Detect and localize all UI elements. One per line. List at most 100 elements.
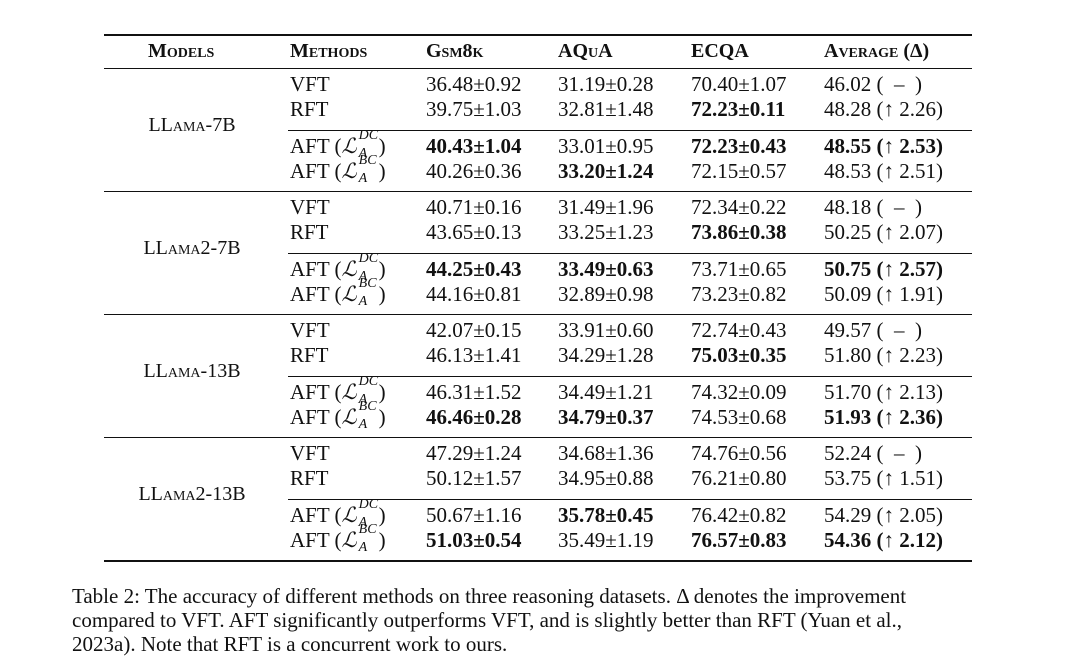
group-midrule	[288, 376, 972, 377]
loss-symbol: ℒ	[341, 257, 357, 281]
loss-scripts: DC A	[357, 375, 379, 407]
loss-superscript: DC	[358, 374, 379, 389]
ecqa-value: 75.03±0.35	[691, 343, 787, 367]
aqua-value: 33.49±0.63	[558, 257, 654, 281]
method-text: RFT	[290, 97, 329, 121]
average-value: 51.70 (↑ 2.13)	[824, 380, 943, 404]
average-value: 51.80 (↑ 2.23)	[824, 343, 943, 367]
ecqa-value: 72.23±0.11	[691, 97, 786, 121]
ecqa-value: 76.57±0.83	[691, 528, 787, 552]
average-value: 54.29 (↑ 2.05)	[824, 503, 943, 527]
method-label: AFT (ℒ DC A)	[290, 129, 386, 161]
top-rule	[104, 34, 972, 36]
loss-scripts: BC A	[357, 400, 379, 432]
gsm8k-value: 36.48±0.92	[426, 72, 522, 96]
method-text: AFT (	[290, 257, 342, 281]
gsm8k-value: 44.25±0.43	[426, 257, 522, 281]
aqua-value: 34.49±1.21	[558, 380, 654, 404]
ecqa-value: 74.32±0.09	[691, 380, 787, 404]
loss-scripts: DC A	[357, 252, 379, 284]
method-text: AFT (	[290, 380, 342, 404]
method-text: AFT (	[290, 405, 342, 429]
header-gsm8k: Gsm8k	[426, 40, 484, 62]
average-value: 48.53 (↑ 2.51)	[824, 159, 943, 183]
loss-symbol: ℒ	[341, 159, 357, 183]
closing-paren: )	[378, 257, 386, 281]
method-label: AFT (ℒ DC A)	[290, 498, 386, 530]
gsm8k-value: 43.65±0.13	[426, 220, 522, 244]
gsm8k-value: 42.07±0.15	[426, 318, 522, 342]
model-name: LLama-7B	[148, 114, 236, 136]
method-text: AFT (	[290, 134, 342, 158]
method-label: VFT	[290, 441, 330, 465]
loss-scripts: BC A	[357, 277, 379, 309]
ecqa-value: 73.71±0.65	[691, 257, 787, 281]
loss-scripts: BC A	[357, 523, 379, 555]
closing-paren: )	[378, 528, 386, 552]
aqua-value: 33.25±1.23	[558, 220, 654, 244]
average-value: 50.75 (↑ 2.57)	[824, 257, 943, 281]
header-aqua: AQuA	[558, 40, 613, 62]
bottom-rule	[104, 560, 972, 562]
method-text: AFT (	[290, 503, 342, 527]
average-value: 54.36 (↑ 2.12)	[824, 528, 943, 552]
ecqa-value: 76.42±0.82	[691, 503, 787, 527]
method-text: RFT	[290, 466, 329, 490]
loss-superscript: BC	[358, 399, 377, 414]
loss-symbol: ℒ	[341, 528, 357, 552]
aqua-value: 33.01±0.95	[558, 134, 654, 158]
group-rule	[104, 191, 972, 192]
header-average: Average (Δ)	[824, 40, 930, 62]
gsm8k-value: 40.71±0.16	[426, 195, 522, 219]
method-label: RFT	[290, 343, 329, 367]
caption-line: 2023a). Note that RFT is a concurrent wo…	[72, 632, 508, 656]
gsm8k-value: 39.75±1.03	[426, 97, 522, 121]
model-name: LLama2-7B	[143, 237, 241, 259]
gsm8k-value: 46.31±1.52	[426, 380, 522, 404]
closing-paren: )	[378, 134, 386, 158]
loss-symbol: ℒ	[341, 503, 357, 527]
ecqa-value: 73.86±0.38	[691, 220, 787, 244]
header-ecqa: ECQA	[691, 40, 749, 62]
gsm8k-value: 44.16±0.81	[426, 282, 522, 306]
aqua-value: 31.19±0.28	[558, 72, 654, 96]
group-midrule	[288, 130, 972, 131]
method-text: AFT (	[290, 282, 342, 306]
loss-symbol: ℒ	[341, 282, 357, 306]
closing-paren: )	[378, 503, 386, 527]
average-value: 48.28 (↑ 2.26)	[824, 97, 943, 121]
closing-paren: )	[378, 405, 386, 429]
method-text: AFT (	[290, 159, 342, 183]
closing-paren: )	[378, 282, 386, 306]
gsm8k-value: 40.43±1.04	[426, 134, 522, 158]
method-label: AFT (ℒ DC A)	[290, 375, 386, 407]
gsm8k-value: 40.26±0.36	[426, 159, 522, 183]
method-label: AFT (ℒ BC A)	[290, 400, 386, 432]
loss-subscript: A	[358, 294, 368, 309]
aqua-value: 33.91±0.60	[558, 318, 654, 342]
closing-paren: )	[378, 380, 386, 404]
aqua-value: 32.81±1.48	[558, 97, 654, 121]
loss-subscript: A	[358, 269, 368, 284]
loss-subscript: A	[358, 417, 368, 432]
method-label: RFT	[290, 220, 329, 244]
ecqa-value: 72.15±0.57	[691, 159, 787, 183]
group-midrule	[288, 253, 972, 254]
method-text: RFT	[290, 343, 329, 367]
aqua-value: 35.49±1.19	[558, 528, 654, 552]
ecqa-value: 73.23±0.82	[691, 282, 787, 306]
method-label: AFT (ℒ BC A)	[290, 154, 386, 186]
model-name: LLama2-13B	[138, 483, 246, 505]
gsm8k-value: 46.46±0.28	[426, 405, 522, 429]
loss-symbol: ℒ	[341, 405, 357, 429]
aqua-value: 34.95±0.88	[558, 466, 654, 490]
ecqa-value: 72.23±0.43	[691, 134, 787, 158]
header-models: Models	[148, 40, 215, 62]
aqua-value: 35.78±0.45	[558, 503, 654, 527]
gsm8k-value: 47.29±1.24	[426, 441, 522, 465]
loss-subscript: A	[358, 540, 368, 555]
ecqa-value: 74.76±0.56	[691, 441, 787, 465]
caption-line: compared to VFT. AFT significantly outpe…	[72, 608, 902, 632]
method-label: RFT	[290, 97, 329, 121]
loss-subscript: A	[358, 392, 368, 407]
